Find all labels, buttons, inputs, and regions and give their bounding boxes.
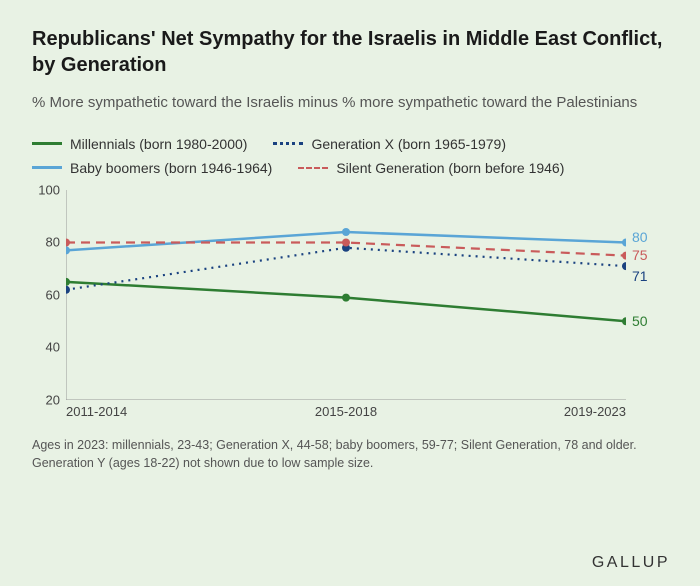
line-chart: 20406080100 50718075 2011-20142015-20182… [32, 190, 668, 420]
series-marker-millennials [66, 278, 70, 286]
legend-swatch [273, 142, 303, 145]
legend: Millennials (born 1980-2000) Generation X… [32, 136, 668, 176]
y-tick-label: 80 [46, 235, 60, 250]
x-tick-label: 2015-2018 [315, 404, 377, 419]
series-marker-silent [342, 238, 350, 246]
end-labels: 50 71 80 75 [628, 190, 668, 400]
legend-item-silent: Silent Generation (born before 1946) [298, 160, 564, 176]
series-marker-genx [622, 262, 626, 270]
chart-title: Republicans' Net Sympathy for the Israel… [32, 26, 668, 78]
series-marker-silent [622, 251, 626, 259]
plot-area [66, 190, 626, 400]
series-marker-silent [66, 238, 70, 246]
x-tick-label: 2019-2023 [564, 404, 626, 419]
y-tick-label: 40 [46, 340, 60, 355]
end-label-silent: 75 [632, 247, 648, 263]
chart-subtitle: % More sympathetic toward the Israelis m… [32, 92, 668, 114]
legend-label: Millennials (born 1980-2000) [70, 136, 247, 152]
series-marker-boomers [342, 228, 350, 236]
series-line-genx [66, 248, 626, 290]
footnote: Ages in 2023: millennials, 23-43; Genera… [32, 436, 668, 472]
series-marker-millennials [342, 293, 350, 301]
x-axis: 2011-2014 2015-2018 2019-2023 [66, 402, 626, 420]
series-marker-genx [66, 286, 70, 294]
brand-logo: GALLUP [592, 554, 670, 572]
legend-swatch [32, 166, 62, 169]
legend-label: Silent Generation (born before 1946) [336, 160, 564, 176]
y-axis: 20406080100 [32, 190, 66, 400]
y-tick-label: 100 [38, 182, 60, 197]
y-tick-label: 20 [46, 392, 60, 407]
legend-label: Baby boomers (born 1946-1964) [70, 160, 272, 176]
end-label-genx: 71 [632, 268, 648, 284]
series-marker-boomers [622, 238, 626, 246]
series-marker-boomers [66, 246, 70, 254]
legend-swatch [298, 167, 328, 169]
y-tick-label: 60 [46, 287, 60, 302]
legend-label: Generation X (born 1965-1979) [311, 136, 506, 152]
series-marker-millennials [622, 317, 626, 325]
x-tick-label: 2011-2014 [66, 404, 127, 419]
end-label-millennials: 50 [632, 313, 648, 329]
footnote-line: Ages in 2023: millennials, 23-43; Genera… [32, 436, 668, 454]
legend-item-boomers: Baby boomers (born 1946-1964) [32, 160, 272, 176]
end-label-boomers: 80 [632, 229, 648, 245]
legend-swatch [32, 142, 62, 145]
legend-item-genx: Generation X (born 1965-1979) [273, 136, 506, 152]
legend-item-millennials: Millennials (born 1980-2000) [32, 136, 247, 152]
footnote-line: Generation Y (ages 18-22) not shown due … [32, 454, 668, 472]
